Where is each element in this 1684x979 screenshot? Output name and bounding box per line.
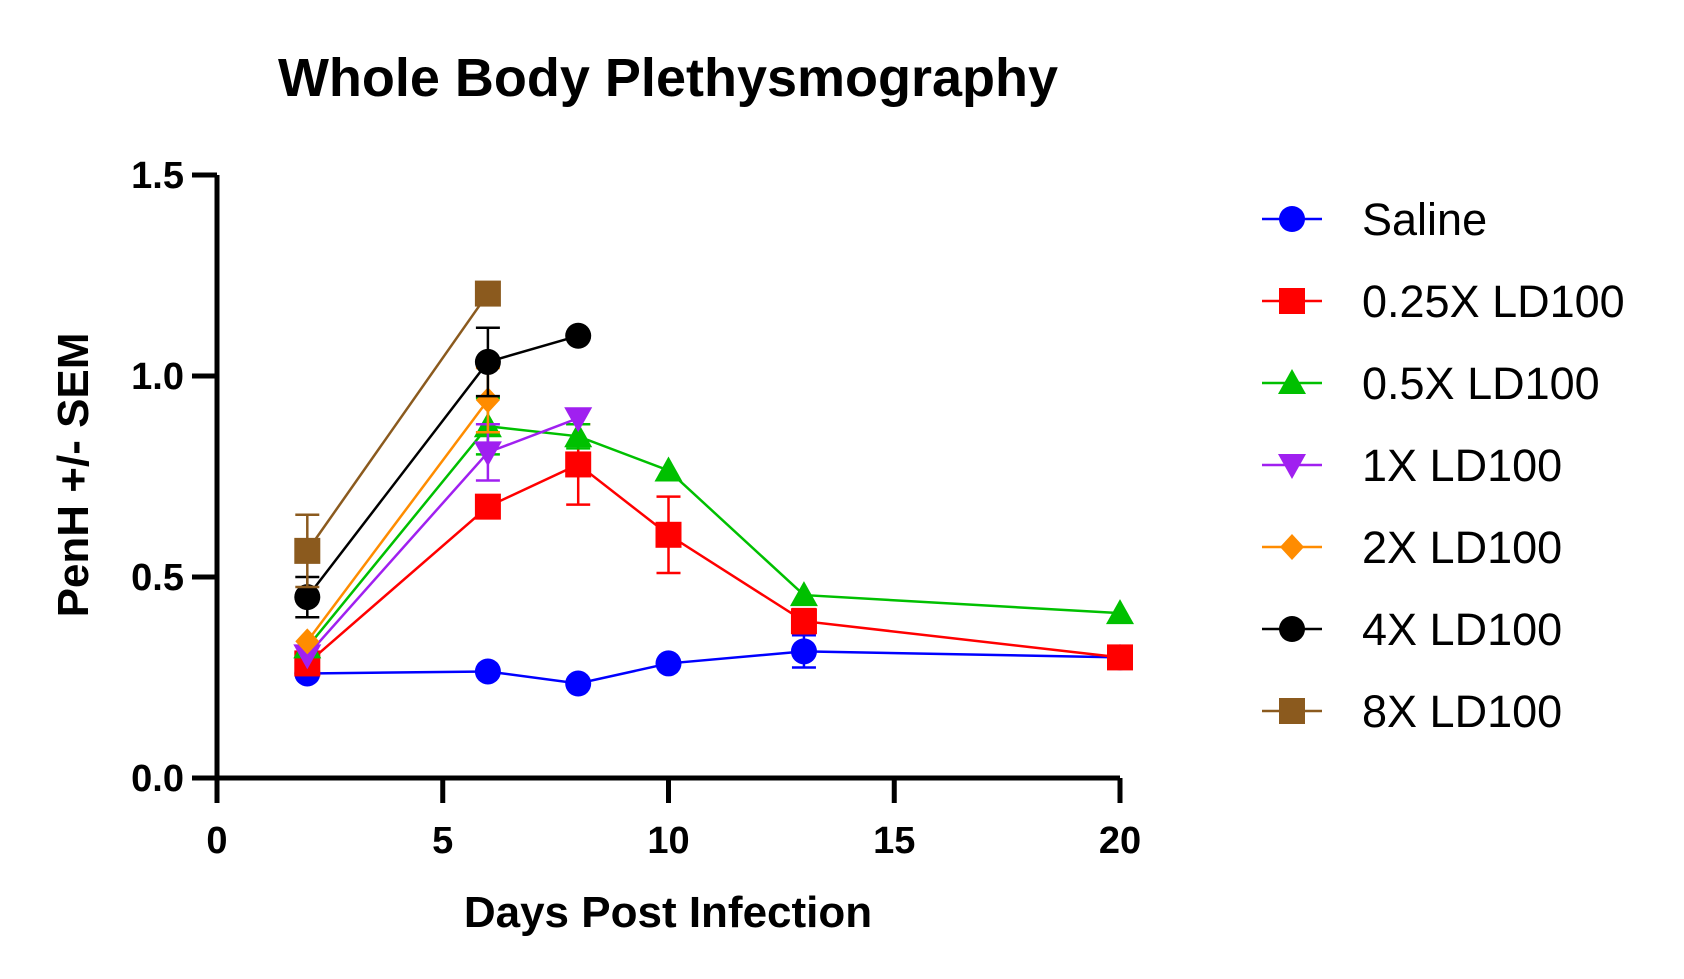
data-point <box>655 650 682 677</box>
series-line <box>306 424 1121 649</box>
x-axis-label: Days Post Infection <box>464 888 872 937</box>
data-point <box>473 441 502 467</box>
legend: Saline 0.25X LD100 0.5X LD100 1X LD100 2X LD… <box>1262 194 1625 737</box>
series-line <box>307 650 1121 685</box>
legend-entry: 0.25X LD100 <box>1262 276 1625 327</box>
data-point <box>655 521 682 548</box>
series-line <box>306 399 489 643</box>
series-line <box>306 292 489 552</box>
x-tick-label: 5 <box>432 820 453 862</box>
data-point <box>474 348 501 375</box>
legend-label: 1X LD100 <box>1362 440 1562 491</box>
data-point <box>789 581 818 607</box>
legend-entry: 1X LD100 <box>1262 440 1562 491</box>
series-line <box>306 334 579 598</box>
data-point <box>295 628 320 655</box>
data-point <box>565 451 592 478</box>
plot-area: 0 5 10 15 20 0.0 0.5 1.0 1.5 <box>131 155 1141 862</box>
data-point <box>1107 644 1133 671</box>
chart-title: Whole Body Plethysmography <box>278 48 1058 108</box>
legend-marker <box>1280 534 1304 560</box>
data-point <box>293 644 322 670</box>
data-point <box>474 280 501 307</box>
series-line <box>306 462 1121 665</box>
data-point <box>1106 599 1134 625</box>
y-tick-label: 1.5 <box>131 155 184 197</box>
data-point <box>475 387 500 414</box>
legend-entry: 4X LD100 <box>1262 604 1562 655</box>
legend-marker <box>1279 698 1305 724</box>
legend-label: 2X LD100 <box>1362 522 1562 573</box>
legend-marker <box>1278 369 1306 394</box>
legend-entry: 8X LD100 <box>1262 686 1562 737</box>
y-axis-label: PenH +/- SEM <box>49 333 98 618</box>
y-tick-label: 0.0 <box>131 758 184 800</box>
legend-marker <box>1278 454 1306 479</box>
legend-entry: 0.5X LD100 <box>1262 358 1600 409</box>
legend-label: Saline <box>1362 194 1487 245</box>
legend-entry: 2X LD100 <box>1262 522 1562 573</box>
y-tick-label: 0.5 <box>131 557 184 599</box>
data-point <box>790 638 817 665</box>
data-point <box>565 322 592 349</box>
legend-marker <box>1279 616 1305 642</box>
legend-marker <box>1279 288 1305 314</box>
x-tick-label: 15 <box>873 820 915 862</box>
x-tick-label: 20 <box>1099 820 1141 862</box>
series-line <box>306 417 579 657</box>
legend-label: 0.25X LD100 <box>1362 276 1625 327</box>
data-point <box>474 658 501 685</box>
data-point <box>654 456 683 482</box>
data-point <box>564 422 593 448</box>
data-point <box>564 407 593 433</box>
data-point <box>294 584 321 611</box>
x-tick-label: 0 <box>206 820 227 862</box>
legend-label: 0.5X LD100 <box>1362 358 1600 409</box>
data-point <box>474 493 501 520</box>
x-tick-label: 10 <box>647 820 689 862</box>
data-point <box>565 670 592 697</box>
data-point <box>790 608 817 635</box>
legend-marker <box>1279 206 1305 232</box>
legend-entry: Saline <box>1262 194 1487 245</box>
legend-label: 4X LD100 <box>1362 604 1562 655</box>
data-point <box>294 537 321 564</box>
y-tick-label: 1.0 <box>131 356 184 398</box>
legend-label: 8X LD100 <box>1362 686 1562 737</box>
